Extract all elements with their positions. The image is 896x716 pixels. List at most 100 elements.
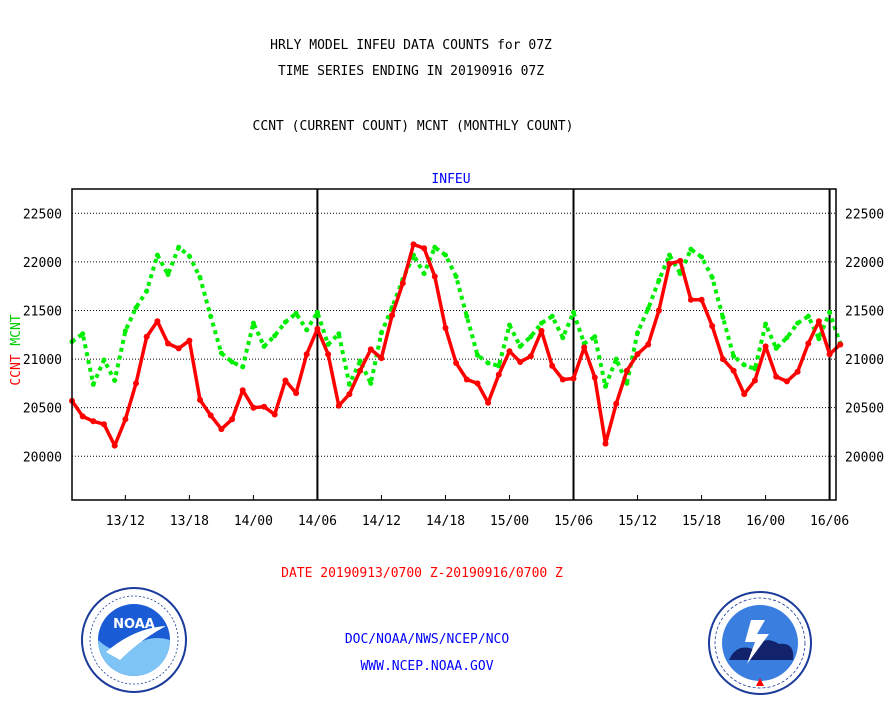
data-point-mcnt: [250, 320, 256, 326]
data-point-ccnt: [517, 359, 524, 365]
data-point-mcnt: [763, 321, 769, 327]
chart-title-line2: TIME SERIES ENDING IN 20190916 07Z: [277, 64, 545, 79]
data-point-ccnt: [570, 375, 577, 382]
data-point-ccnt: [549, 362, 556, 369]
data-point-mcnt: [667, 252, 672, 258]
data-point-ccnt: [261, 403, 268, 410]
data-point-mcnt: [443, 252, 448, 258]
data-point-mcnt: [592, 334, 598, 340]
data-point-mcnt: [197, 274, 203, 280]
data-point-mcnt: [720, 314, 726, 320]
data-point-ccnt: [826, 351, 833, 358]
data-point-mcnt: [432, 244, 438, 250]
x-tick-label: 15/18: [682, 514, 721, 529]
data-point-mcnt: [539, 320, 544, 326]
data-point-mcnt: [677, 271, 683, 277]
y-tick-label-right: 21000: [845, 353, 884, 368]
data-point-ccnt: [122, 416, 129, 423]
data-point-ccnt: [719, 356, 726, 363]
data-point-mcnt: [133, 305, 139, 311]
data-point-ccnt: [239, 387, 246, 394]
data-point-mcnt: [122, 328, 128, 334]
y-tick-label-left: 21500: [23, 304, 62, 319]
y-tick-label-right: 21500: [845, 304, 884, 319]
data-point-ccnt: [645, 341, 652, 348]
data-point-mcnt: [795, 320, 801, 326]
data-point-mcnt: [709, 274, 715, 280]
data-point-ccnt: [463, 376, 470, 383]
data-point-mcnt: [645, 306, 651, 311]
data-point-mcnt: [229, 359, 235, 365]
data-point-ccnt: [634, 351, 641, 358]
data-point-mcnt: [571, 309, 576, 315]
data-point-mcnt: [560, 335, 566, 341]
x-tick-label: 14/12: [362, 514, 401, 529]
day-separators: [316, 189, 831, 500]
data-point-ccnt: [559, 376, 566, 383]
data-point-mcnt: [336, 331, 342, 337]
data-point-mcnt: [496, 363, 502, 369]
data-point-ccnt: [335, 402, 342, 409]
x-tick-label: 15/06: [554, 514, 593, 529]
data-point-mcnt: [208, 313, 214, 319]
data-point-mcnt: [517, 343, 523, 349]
data-point-ccnt: [527, 353, 534, 360]
data-point-ccnt: [346, 391, 353, 398]
data-point-ccnt: [805, 340, 812, 347]
y-axis-label-ccnt: CCNT: [9, 354, 24, 385]
data-point-mcnt: [240, 364, 246, 370]
data-point-mcnt: [773, 345, 779, 351]
data-point-mcnt: [282, 319, 288, 325]
data-point-ccnt: [485, 399, 492, 406]
data-point-ccnt: [602, 440, 609, 447]
x-tick-label: 15/12: [618, 514, 657, 529]
data-point-mcnt: [453, 274, 459, 279]
data-point-mcnt: [165, 272, 171, 277]
data-point-mcnt: [731, 353, 737, 359]
data-point-mcnt: [144, 288, 150, 294]
data-point-mcnt: [507, 322, 512, 328]
series-lines: [69, 241, 844, 449]
data-point-ccnt: [506, 348, 513, 355]
data-point-ccnt: [591, 374, 598, 381]
data-point-ccnt: [837, 341, 844, 348]
data-point-mcnt: [176, 244, 182, 250]
url-link[interactable]: WWW.NCEP.NOAA.GOV: [360, 659, 494, 674]
data-point-mcnt: [752, 366, 758, 372]
nws-logo: [708, 591, 812, 695]
data-point-mcnt: [464, 313, 470, 319]
data-point-ccnt: [751, 377, 758, 384]
x-tick-label: 14/18: [426, 514, 465, 529]
data-point-mcnt: [112, 378, 118, 383]
date-range-label: DATE 20190913/0700 Z-20190916/0700 Z: [281, 566, 563, 581]
data-point-mcnt: [485, 360, 491, 366]
plot-border: [71, 188, 837, 501]
data-point-ccnt: [175, 345, 182, 352]
data-point-ccnt: [389, 312, 396, 319]
data-point-ccnt: [431, 273, 438, 280]
noaa-logo: NOAA: [81, 587, 187, 693]
data-point-ccnt: [687, 296, 694, 303]
data-point-mcnt: [293, 310, 299, 316]
data-point-ccnt: [282, 377, 289, 384]
data-point-ccnt: [815, 318, 822, 325]
data-point-mcnt: [304, 327, 310, 333]
data-point-mcnt: [827, 309, 833, 315]
data-point-mcnt: [816, 336, 822, 342]
data-point-mcnt: [154, 252, 160, 258]
data-point-ccnt: [197, 396, 203, 403]
y-tick-label-left: 20000: [23, 450, 62, 465]
data-point-ccnt: [453, 360, 460, 366]
data-point-mcnt: [368, 380, 374, 386]
data-point-ccnt: [325, 351, 332, 358]
data-point-ccnt: [410, 241, 417, 248]
data-point-ccnt: [133, 380, 139, 387]
data-point-ccnt: [79, 413, 86, 420]
data-point-mcnt: [805, 313, 811, 319]
y-tick-label-left: 21000: [23, 353, 62, 368]
chart-title-line1: HRLY MODEL INFEU DATA COUNTS for 07Z: [270, 38, 552, 53]
data-point-ccnt: [207, 412, 214, 419]
data-point-ccnt: [101, 421, 107, 428]
x-tick-label: 16/06: [810, 514, 849, 529]
data-point-mcnt: [475, 352, 480, 358]
